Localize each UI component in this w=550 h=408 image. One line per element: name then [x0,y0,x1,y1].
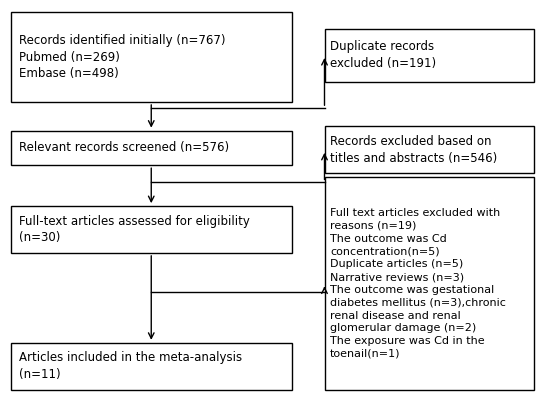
FancyBboxPatch shape [11,12,292,102]
Text: Full-text articles assessed for eligibility
(n=30): Full-text articles assessed for eligibil… [19,215,250,244]
Text: Relevant records screened (n=576): Relevant records screened (n=576) [19,142,229,154]
Text: Duplicate records
excluded (n=191): Duplicate records excluded (n=191) [330,40,436,70]
FancyBboxPatch shape [324,29,534,82]
FancyBboxPatch shape [324,126,534,173]
FancyBboxPatch shape [11,131,292,165]
Text: Records identified initially (n=767)
Pubmed (n=269)
Embase (n=498): Records identified initially (n=767) Pub… [19,34,226,80]
Text: Full text articles excluded with
reasons (n=19)
The outcome was Cd
concentration: Full text articles excluded with reasons… [330,208,506,359]
FancyBboxPatch shape [11,343,292,390]
Text: Articles included in the meta-analysis
(n=11): Articles included in the meta-analysis (… [19,351,243,381]
FancyBboxPatch shape [11,206,292,253]
Text: Records excluded based on
titles and abstracts (n=546): Records excluded based on titles and abs… [330,135,497,165]
FancyBboxPatch shape [324,177,534,390]
